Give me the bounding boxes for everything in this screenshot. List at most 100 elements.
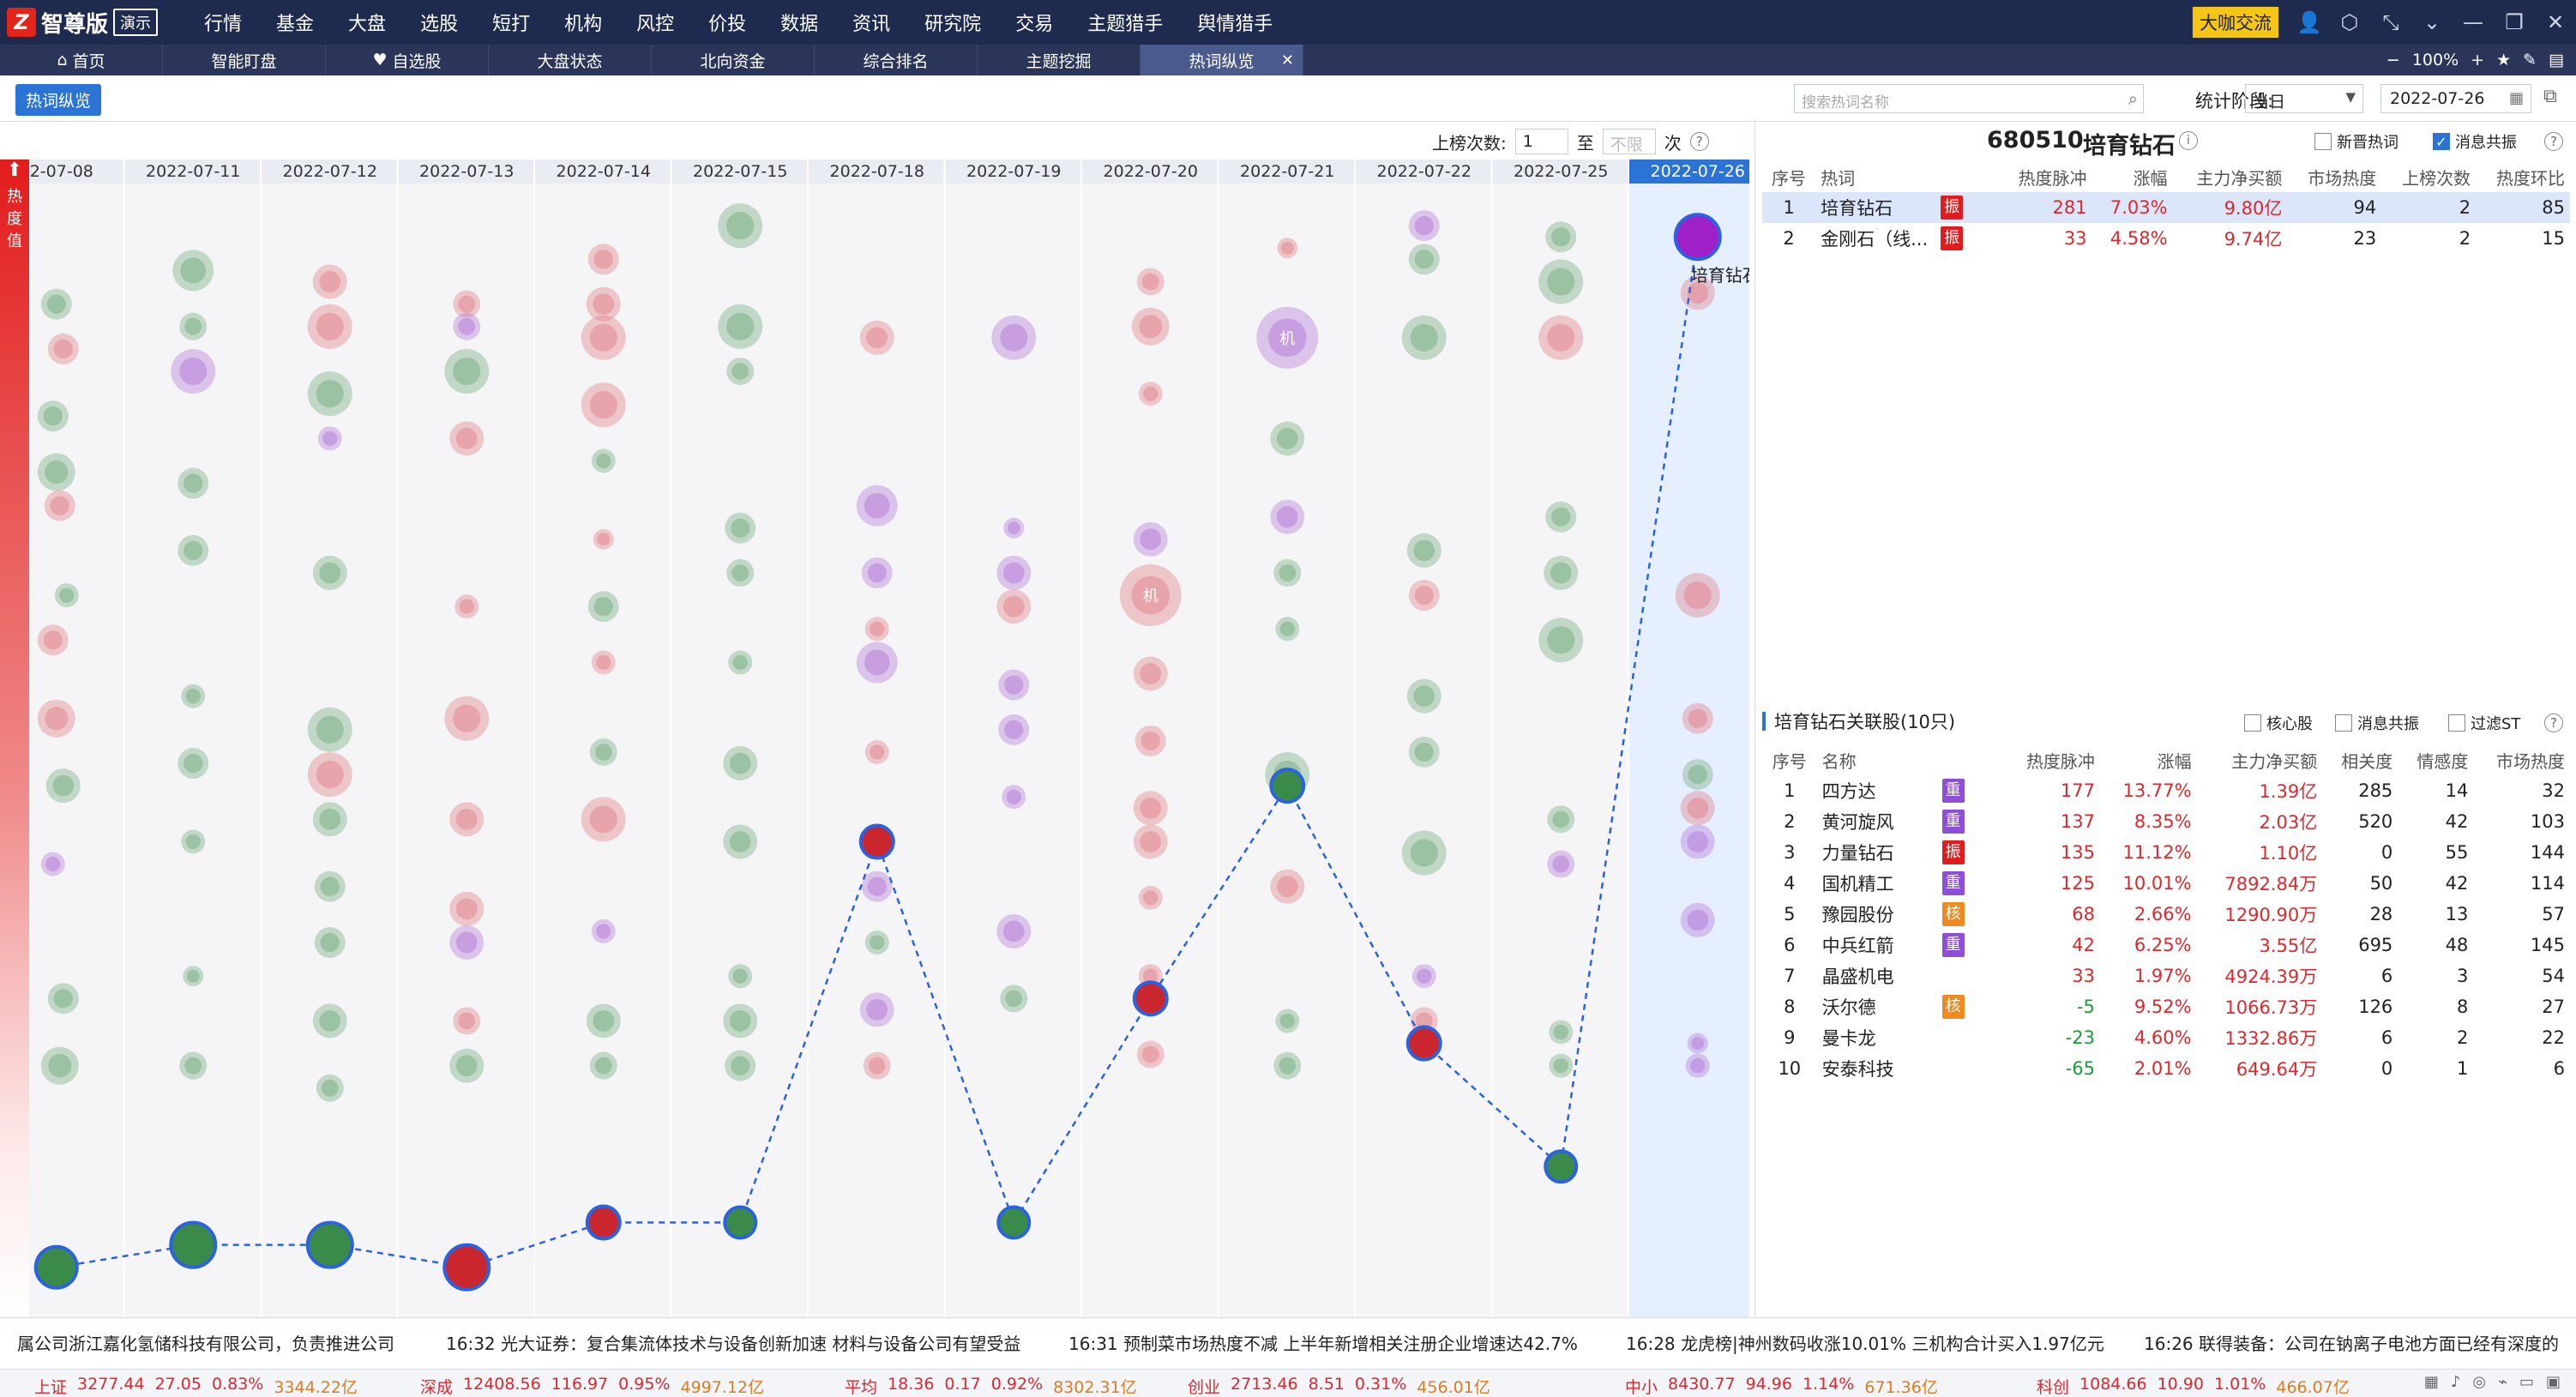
- highlight-point[interactable]: [1673, 213, 1722, 262]
- stock-name[interactable]: 曼卡龙: [1821, 1028, 1876, 1049]
- nav-item[interactable]: 研究院: [924, 14, 982, 35]
- column-header[interactable]: 热度环比: [2496, 167, 2565, 189]
- highlight-point[interactable]: [169, 1220, 218, 1269]
- date-column[interactable]: [1082, 160, 1218, 1317]
- hotword-bubble[interactable]: [1408, 244, 1440, 275]
- index-item[interactable]: 深成 12408.56 116.97 0.95% 4997.12亿: [420, 1375, 764, 1397]
- nav-item[interactable]: 行情: [204, 14, 243, 35]
- column-header[interactable]: 涨幅: [2133, 167, 2168, 189]
- hotword-bubble[interactable]: [591, 650, 616, 675]
- hotword-bubble[interactable]: [581, 797, 626, 842]
- table-row[interactable]: 9 曼卡龙 -23 4.60% 1332.86万 6 2 22: [1762, 1022, 2570, 1053]
- table-row[interactable]: 8 沃尔德 核 -5 9.52% 1066.73万 126 8 27: [1762, 991, 2570, 1022]
- highlight-point[interactable]: [858, 823, 895, 860]
- hotword-bubble[interactable]: [1000, 985, 1028, 1013]
- hotword-bubble[interactable]: [1133, 824, 1168, 859]
- hotword-bubble[interactable]: [312, 556, 347, 591]
- highlight-point[interactable]: [1132, 980, 1169, 1017]
- hotword-bubble[interactable]: [181, 829, 206, 854]
- hotword-bubble[interactable]: [444, 695, 490, 741]
- news-item[interactable]: 16:28 龙虎榜|神州数码收涨10.01% 三机构合计买入1.97亿元: [1626, 1334, 2104, 1354]
- index-item[interactable]: 科创 1084.66 10.90 1.01% 466.07亿: [2037, 1375, 2350, 1397]
- date-header[interactable]: [262, 160, 397, 184]
- hotword-bubble[interactable]: [856, 485, 898, 527]
- hotword-bubble[interactable]: [444, 348, 490, 394]
- hotword-bubble[interactable]: [589, 1051, 617, 1080]
- hotword-bubble[interactable]: [1256, 306, 1319, 369]
- hotword-bubble[interactable]: [1682, 702, 1713, 734]
- date-header[interactable]: [29, 160, 123, 184]
- hotword-bubble[interactable]: [1002, 785, 1026, 810]
- hotword-bubble[interactable]: [1682, 759, 1713, 791]
- hotword-bubble[interactable]: [859, 992, 894, 1027]
- hotword-bubble[interactable]: [591, 918, 616, 943]
- zoom-in-icon[interactable]: +: [2471, 51, 2485, 69]
- message-icon[interactable]: ▭: [2519, 1373, 2534, 1391]
- hotword-bubble[interactable]: [1687, 1033, 1708, 1054]
- hotword-bubble[interactable]: [453, 312, 481, 340]
- hotword-bubble[interactable]: [586, 1003, 621, 1039]
- hotword-bubble[interactable]: [586, 286, 621, 322]
- hotword-bubble[interactable]: [44, 490, 75, 521]
- highlight-point[interactable]: [1405, 1025, 1442, 1062]
- hotword-bubble[interactable]: [1406, 678, 1441, 714]
- hotword-bubble[interactable]: [178, 534, 209, 566]
- hotword-bubble[interactable]: [1408, 210, 1440, 242]
- nav-item[interactable]: 大盘: [348, 14, 387, 35]
- date-column[interactable]: [671, 160, 808, 1317]
- hotword-bubble[interactable]: [587, 591, 619, 623]
- hotword-bubble[interactable]: [307, 371, 352, 417]
- nav-item[interactable]: 资讯: [852, 14, 891, 35]
- nav-item[interactable]: 风控: [636, 14, 675, 35]
- stat-period-select[interactable]: 当日 ▼: [2245, 84, 2363, 113]
- column-header[interactable]: 市场热度: [2308, 167, 2377, 189]
- hotword-bubble[interactable]: [1401, 315, 1447, 360]
- hotword-bubble[interactable]: [1270, 421, 1305, 456]
- hotword-bubble[interactable]: [317, 426, 342, 451]
- column-header[interactable]: 热词: [1821, 167, 1856, 189]
- hotword-bubble[interactable]: [1273, 559, 1302, 587]
- hotword-bubble[interactable]: [1408, 737, 1440, 768]
- hotword-bubble[interactable]: [37, 453, 75, 491]
- date-header[interactable]: [1219, 160, 1355, 184]
- hotword-bubble[interactable]: [1270, 869, 1305, 904]
- core-stock-checkbox[interactable]: 核心股: [2244, 712, 2313, 734]
- highlight-point[interactable]: [305, 1220, 354, 1269]
- hotword-bubble[interactable]: [40, 852, 65, 876]
- hotword-bubble[interactable]: [449, 421, 485, 456]
- column-header[interactable]: 上榜次数: [2402, 167, 2471, 189]
- pen-icon[interactable]: ✎: [2523, 51, 2537, 69]
- nav-item[interactable]: 舆情猎手: [1197, 14, 1273, 35]
- related-news-checkbox[interactable]: 消息共振: [2335, 712, 2419, 734]
- hotword-bubble[interactable]: [171, 348, 216, 394]
- hotword-bubble[interactable]: [593, 528, 614, 550]
- column-header[interactable]: 情感度: [2417, 750, 2469, 772]
- hotword-bubble[interactable]: [307, 304, 352, 349]
- date-column[interactable]: [1629, 160, 1749, 1317]
- hotword-bubble[interactable]: [37, 624, 69, 656]
- hotword-bubble[interactable]: [581, 382, 626, 428]
- hotword-bubble[interactable]: [1549, 1020, 1574, 1045]
- date-header[interactable]: [945, 160, 1081, 184]
- hotword-bubble[interactable]: [178, 467, 209, 499]
- date-column[interactable]: [945, 160, 1081, 1317]
- news-resonance-checkbox[interactable]: ✓ 消息共振: [2433, 130, 2517, 153]
- hotword-bubble[interactable]: [1273, 1051, 1302, 1080]
- hotword-bubble[interactable]: [589, 738, 617, 766]
- hotword-bubble[interactable]: [723, 1003, 758, 1039]
- hotword-bubble[interactable]: [1538, 617, 1584, 663]
- index-item[interactable]: 上证 3277.44 27.05 0.83% 3344.22亿: [34, 1375, 358, 1397]
- column-header[interactable]: 序号: [1772, 167, 1807, 189]
- date-column[interactable]: [262, 160, 397, 1317]
- column-header[interactable]: 热度脉冲: [2025, 750, 2095, 772]
- close-icon[interactable]: ✕: [1280, 51, 1294, 69]
- date-column[interactable]: [124, 160, 261, 1317]
- tab-3[interactable]: 大盘状态: [489, 45, 652, 75]
- hotword-bubble[interactable]: [37, 400, 69, 432]
- index-item[interactable]: 平均 18.36 0.17 0.92% 8302.31亿: [845, 1375, 1137, 1397]
- hotword-bubble[interactable]: [591, 449, 616, 473]
- monitor-icon[interactable]: ▣: [2545, 1373, 2561, 1391]
- zoom-out-icon[interactable]: −: [2386, 51, 2400, 69]
- hotword-bubble[interactable]: [863, 1051, 891, 1080]
- table-row[interactable]: 3 力量钻石 振 135 11.12% 1.10亿 0 55 144: [1762, 837, 2570, 868]
